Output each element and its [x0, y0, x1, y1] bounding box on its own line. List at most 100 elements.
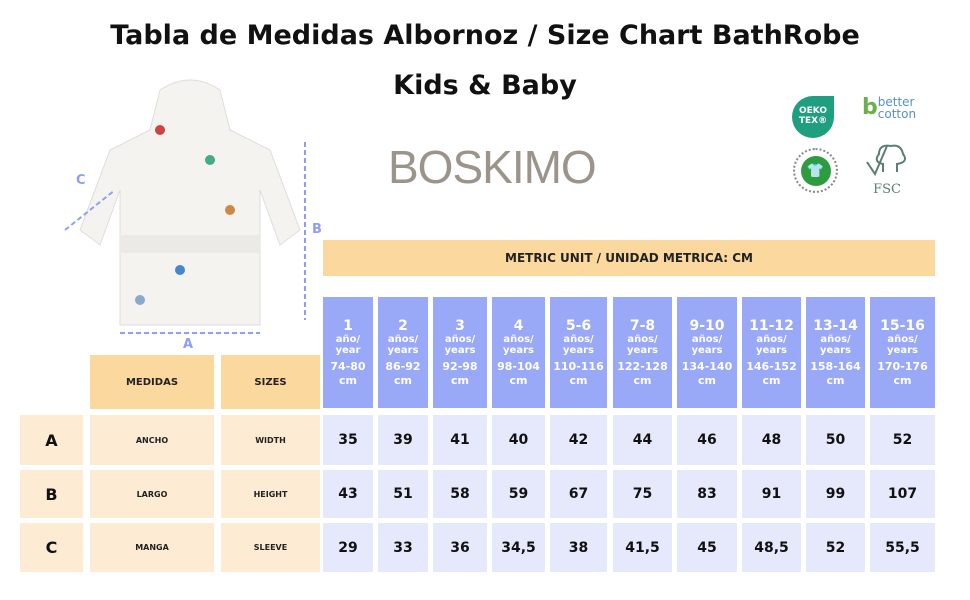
table-cell: 40: [492, 415, 545, 465]
size-unit-en: years: [756, 345, 787, 357]
size-unit: año/: [335, 333, 361, 345]
table-cell: 36: [433, 523, 487, 572]
size-cm-unit: cm: [451, 373, 469, 387]
size-unit: años/: [756, 333, 787, 345]
medidas-header: MEDIDAS: [90, 355, 214, 409]
table-cell: 39: [378, 415, 428, 465]
size-cm-unit: cm: [569, 373, 588, 387]
size-cm: 146-152: [746, 359, 797, 373]
row-letter: C: [20, 523, 83, 572]
size-header: 7-8 años/ years 122-128 cm: [613, 297, 672, 408]
size-cm: 74-80: [330, 359, 366, 373]
size-header: 13-14 años/ years 158-164 cm: [806, 297, 865, 408]
size-unit-en: years: [444, 345, 476, 357]
size-cm-unit: cm: [698, 373, 716, 387]
size-age: 13-14: [813, 317, 858, 334]
table-cell: 41: [433, 415, 487, 465]
size-cm: 92-98: [442, 359, 478, 373]
size-header: 4 años/ years 98-104 cm: [492, 297, 545, 408]
size-header: 9-10 años/ years 134-140 cm: [677, 297, 737, 408]
size-age: 4: [513, 317, 524, 334]
size-header: 11-12 años/ years 146-152 cm: [742, 297, 801, 408]
size-cm-unit: cm: [394, 373, 412, 387]
size-cm: 134-140: [681, 359, 733, 373]
size-cm-unit: cm: [339, 373, 357, 387]
row-label-en: SLEEVE: [221, 523, 320, 572]
size-cm-unit: cm: [893, 373, 912, 387]
size-age: 11-12: [749, 317, 794, 334]
table-cell: 59: [492, 470, 545, 518]
diagram-label-b: B: [312, 222, 322, 237]
size-cm: 110-116: [553, 359, 604, 373]
table-cell: 48: [742, 415, 801, 465]
row-letter: A: [20, 415, 83, 465]
table-cell: 52: [806, 523, 865, 572]
size-unit-en: years: [387, 345, 419, 357]
size-header: 5-6 años/ years 110-116 cm: [550, 297, 607, 408]
size-header: 3 años/ years 92-98 cm: [433, 297, 487, 408]
size-header: 15-16 años/ years 170-176 cm: [870, 297, 935, 408]
size-unit: años/: [444, 333, 476, 345]
table-cell: 55,5: [870, 523, 935, 572]
oeko-tex-logo: OEKO TEX®: [792, 96, 834, 138]
diagram-label-c: C: [76, 173, 86, 188]
table-cell: 58: [433, 470, 487, 518]
size-unit: años/: [887, 333, 918, 345]
size-unit-en: years: [820, 345, 851, 357]
size-cm-unit: cm: [633, 373, 652, 387]
size-age: 3: [455, 317, 465, 334]
size-cm-unit: cm: [762, 373, 781, 387]
row-label-en: WIDTH: [221, 415, 320, 465]
size-cm: 86-92: [385, 359, 421, 373]
table-cell: 45: [677, 523, 737, 572]
row-label-es: MANGA: [90, 523, 214, 572]
row-letter: B: [20, 470, 83, 518]
page-title: Tabla de Medidas Albornoz / Size Chart B…: [110, 20, 860, 51]
size-age: 5-6: [565, 317, 592, 334]
size-unit-en: years: [691, 345, 723, 357]
table-cell: 51: [378, 470, 428, 518]
table-cell: 41,5: [613, 523, 672, 572]
fsc-logo: FSC: [862, 142, 912, 197]
size-unit: años/: [387, 333, 419, 345]
row-label-es: LARGO: [90, 470, 214, 518]
table-cell: 44: [613, 415, 672, 465]
size-unit: años/: [627, 333, 658, 345]
row-label-en: HEIGHT: [221, 470, 320, 518]
size-unit-en: years: [627, 345, 658, 357]
table-cell: 46: [677, 415, 737, 465]
size-header: 1 año/ year 74-80 cm: [323, 297, 373, 408]
size-unit-en: years: [563, 345, 594, 357]
size-cm: 158-164: [810, 359, 861, 373]
size-age: 15-16: [880, 317, 925, 334]
table-cell: 43: [323, 470, 373, 518]
size-unit-en: year: [335, 345, 361, 357]
bathrobe-illustration: [60, 70, 320, 350]
size-age: 7-8: [629, 317, 656, 334]
table-cell: 67: [550, 470, 607, 518]
size-cm-unit: cm: [826, 373, 845, 387]
size-unit: años/: [503, 333, 534, 345]
size-unit-en: years: [887, 345, 918, 357]
table-cell: 50: [806, 415, 865, 465]
size-unit-en: years: [503, 345, 534, 357]
table-cell: 91: [742, 470, 801, 518]
better-cotton-logo: bbetter cotton: [862, 95, 917, 121]
size-age: 2: [398, 317, 408, 334]
table-cell: 34,5: [492, 523, 545, 572]
size-cm: 98-104: [497, 359, 540, 373]
page-subtitle: Kids & Baby: [393, 70, 577, 101]
size-unit: años/: [691, 333, 723, 345]
size-unit: años/: [820, 333, 851, 345]
table-cell: 35: [323, 415, 373, 465]
table-cell: 99: [806, 470, 865, 518]
size-unit: años/: [563, 333, 594, 345]
table-cell: 38: [550, 523, 607, 572]
row-label-es: ANCHO: [90, 415, 214, 465]
size-cm: 170-176: [877, 359, 928, 373]
table-cell: 42: [550, 415, 607, 465]
table-cell: 75: [613, 470, 672, 518]
metric-unit-banner: METRIC UNIT / UNIDAD METRICA: CM: [323, 240, 935, 276]
table-cell: 83: [677, 470, 737, 518]
diagram-label-a: A: [183, 337, 194, 352]
